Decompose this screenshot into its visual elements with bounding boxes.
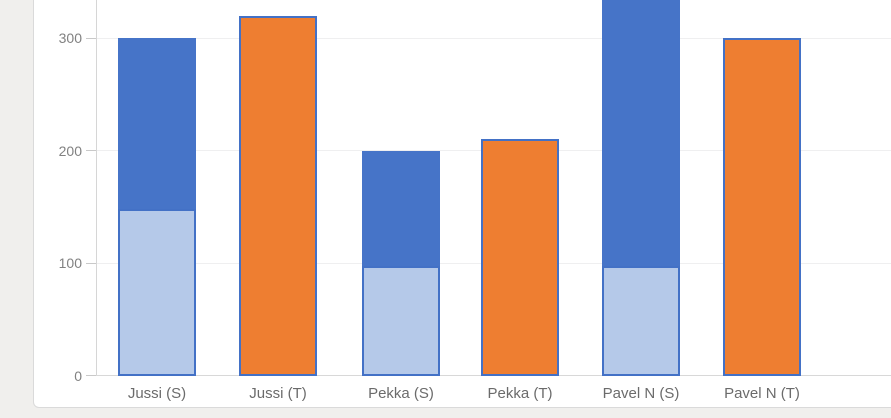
x-axis-label-pavel-n-t: Pavel N (T) [724, 385, 800, 402]
bar-jussi-t[interactable] [239, 15, 317, 376]
y-tick-mark-200 [86, 150, 96, 151]
y-tick-mark-0 [86, 375, 96, 376]
bar-overlay-pavel-n-s[interactable] [602, 266, 680, 376]
bar-overlay-jussi-s[interactable] [118, 209, 196, 376]
y-tick-mark-300 [86, 37, 96, 39]
y-tick-label-0: 0 [74, 367, 82, 384]
bar-overlay-pekka-s[interactable] [362, 266, 440, 376]
x-axis-label-pekka-t: Pekka (T) [487, 385, 553, 402]
x-axis-label-pavel-n-s: Pavel N (S) [602, 385, 680, 402]
bar-pekka-t[interactable] [481, 139, 559, 376]
x-axis-label-pekka-s: Pekka (S) [368, 385, 434, 402]
x-axis-label-jussi-t: Jussi (T) [249, 385, 307, 402]
y-axis-line [96, 0, 97, 376]
y-tick-label-200: 200 [58, 142, 82, 159]
gridline-300 [96, 37, 891, 39]
x-axis-label-jussi-s: Jussi (S) [127, 385, 187, 402]
y-tick-mark-100 [86, 262, 96, 264]
x-axis-line [96, 375, 891, 376]
y-tick-label-100: 100 [58, 255, 82, 271]
bar-pavel-n-t[interactable] [723, 38, 801, 376]
y-tick-label-300: 300 [58, 30, 82, 46]
